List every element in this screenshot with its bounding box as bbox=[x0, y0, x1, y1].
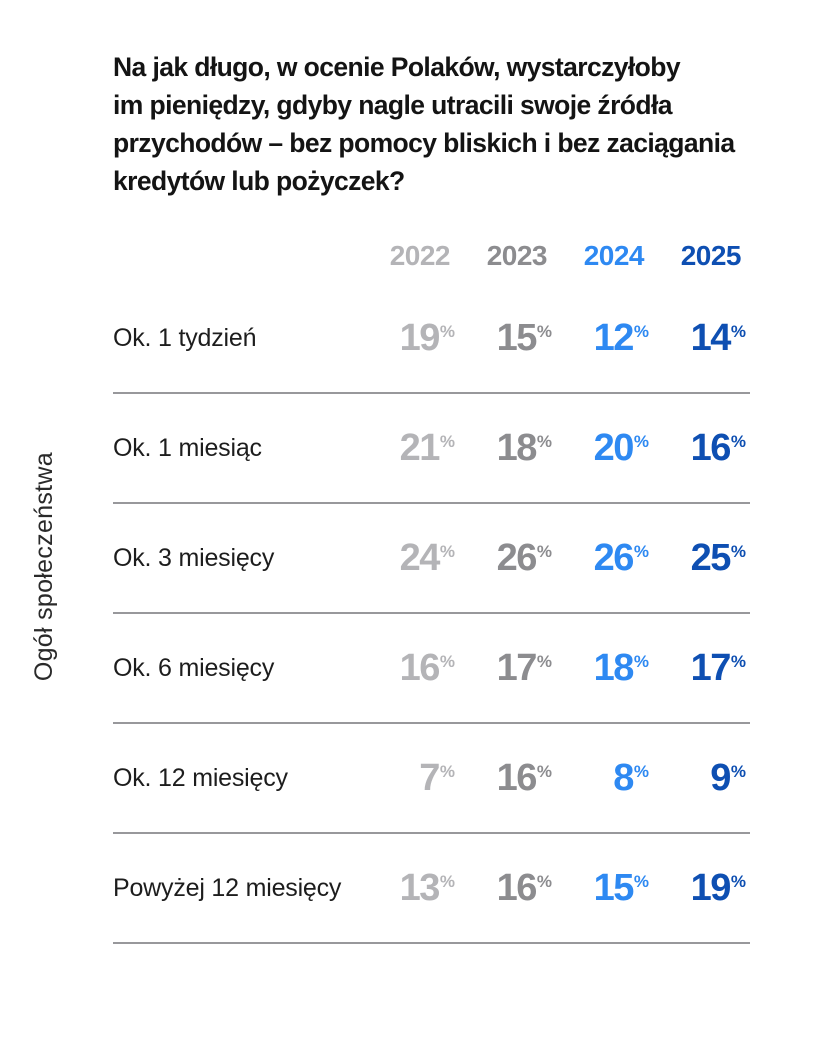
value-number: 9 bbox=[710, 756, 731, 799]
value-cell: 19% bbox=[649, 867, 746, 910]
value-cell: 13% bbox=[358, 867, 455, 910]
value-cell: 24% bbox=[358, 537, 455, 580]
value-cell: 18% bbox=[455, 427, 552, 470]
years-header-row: 2022 2023 2024 2025 bbox=[113, 200, 750, 284]
value-cell: 16% bbox=[455, 867, 552, 910]
value-number: 16 bbox=[399, 646, 441, 689]
value-number: 7 bbox=[419, 756, 440, 799]
value-number: 16 bbox=[496, 756, 538, 799]
table-row: Ok. 3 miesięcy 24% 26% 26% 25% bbox=[113, 504, 750, 614]
value-number: 21 bbox=[399, 426, 441, 469]
table-row: Ok. 12 miesięcy 7% 16% 8% 9% bbox=[113, 724, 750, 834]
percent-sign: % bbox=[730, 321, 746, 341]
percent-sign: % bbox=[633, 651, 649, 671]
group-axis-label: Ogół społeczeństwa bbox=[30, 452, 58, 682]
value-cell: 15% bbox=[455, 317, 552, 360]
value-number: 15 bbox=[496, 316, 538, 359]
table-row: Ok. 6 miesięcy 16% 17% 18% 17% bbox=[113, 614, 750, 724]
value-cell: 9% bbox=[649, 757, 746, 800]
question-line: przychodów – bez pomocy bliskich i bez z… bbox=[113, 128, 735, 158]
percent-sign: % bbox=[536, 431, 552, 451]
value-number: 16 bbox=[496, 866, 538, 909]
value-cell: 8% bbox=[552, 757, 649, 800]
question-line: kredytów lub pożyczek? bbox=[113, 166, 405, 196]
value-number: 24 bbox=[399, 536, 441, 579]
value-number: 26 bbox=[496, 536, 538, 579]
percent-sign: % bbox=[730, 871, 746, 891]
value-number: 26 bbox=[593, 536, 635, 579]
value-cell: 14% bbox=[649, 317, 746, 360]
value-number: 16 bbox=[690, 426, 732, 469]
percent-sign: % bbox=[536, 541, 552, 561]
percent-sign: % bbox=[730, 761, 746, 781]
percent-sign: % bbox=[633, 761, 649, 781]
row-label: Ok. 3 miesięcy bbox=[113, 543, 275, 572]
value-cell: 12% bbox=[552, 317, 649, 360]
percent-sign: % bbox=[536, 651, 552, 671]
value-number: 13 bbox=[399, 866, 441, 909]
question-title: Na jak długo, w ocenie Polaków, wystarcz… bbox=[113, 48, 750, 200]
percent-sign: % bbox=[439, 651, 455, 671]
percent-sign: % bbox=[633, 321, 649, 341]
value-cell: 16% bbox=[455, 757, 552, 800]
percent-sign: % bbox=[730, 651, 746, 671]
table-row: Ok. 1 tydzień 19% 15% 12% 14% bbox=[113, 284, 750, 394]
row-label: Ok. 1 miesiąc bbox=[113, 433, 262, 462]
percent-sign: % bbox=[536, 321, 552, 341]
value-cell: 16% bbox=[649, 427, 746, 470]
percent-sign: % bbox=[633, 431, 649, 451]
value-number: 25 bbox=[690, 536, 732, 579]
value-cell: 16% bbox=[358, 647, 455, 690]
row-label: Ok. 1 tydzień bbox=[113, 323, 257, 352]
value-cell: 15% bbox=[552, 867, 649, 910]
percent-sign: % bbox=[536, 761, 552, 781]
value-number: 12 bbox=[593, 316, 635, 359]
year-header-2025: 2025 bbox=[680, 240, 742, 271]
percent-sign: % bbox=[439, 871, 455, 891]
value-cell: 19% bbox=[358, 317, 455, 360]
value-number: 18 bbox=[496, 426, 538, 469]
question-line: im pieniędzy, gdyby nagle utracili swoje… bbox=[113, 90, 672, 120]
year-header-2024: 2024 bbox=[583, 240, 645, 271]
value-number: 19 bbox=[399, 316, 441, 359]
percent-sign: % bbox=[633, 871, 649, 891]
year-header-2022: 2022 bbox=[389, 240, 451, 271]
value-cell: 17% bbox=[649, 647, 746, 690]
value-cell: 18% bbox=[552, 647, 649, 690]
value-number: 8 bbox=[613, 756, 634, 799]
row-label: Ok. 6 miesięcy bbox=[113, 653, 275, 682]
value-cell: 26% bbox=[552, 537, 649, 580]
percent-sign: % bbox=[730, 431, 746, 451]
value-number: 14 bbox=[690, 316, 732, 359]
value-cell: 7% bbox=[358, 757, 455, 800]
percent-sign: % bbox=[730, 541, 746, 561]
value-number: 19 bbox=[690, 866, 732, 909]
year-header-2023: 2023 bbox=[486, 240, 548, 271]
value-cell: 26% bbox=[455, 537, 552, 580]
percent-sign: % bbox=[633, 541, 649, 561]
value-number: 17 bbox=[496, 646, 538, 689]
percent-sign: % bbox=[536, 871, 552, 891]
value-cell: 17% bbox=[455, 647, 552, 690]
percent-sign: % bbox=[439, 431, 455, 451]
value-number: 15 bbox=[593, 866, 635, 909]
row-label: Powyżej 12 miesięcy bbox=[113, 873, 342, 902]
value-cell: 20% bbox=[552, 427, 649, 470]
percent-sign: % bbox=[439, 761, 455, 781]
content-area: Na jak długo, w ocenie Polaków, wystarcz… bbox=[113, 48, 750, 944]
percent-sign: % bbox=[439, 321, 455, 341]
value-cell: 21% bbox=[358, 427, 455, 470]
value-cell: 25% bbox=[649, 537, 746, 580]
question-line: Na jak długo, w ocenie Polaków, wystarcz… bbox=[113, 52, 681, 82]
table-row: Powyżej 12 miesięcy 13% 16% 15% 19% bbox=[113, 834, 750, 944]
row-label: Ok. 12 miesięcy bbox=[113, 763, 288, 792]
percent-sign: % bbox=[439, 541, 455, 561]
value-number: 18 bbox=[593, 646, 635, 689]
value-number: 20 bbox=[593, 426, 635, 469]
value-number: 17 bbox=[690, 646, 732, 689]
table-row: Ok. 1 miesiąc 21% 18% 20% 16% bbox=[113, 394, 750, 504]
